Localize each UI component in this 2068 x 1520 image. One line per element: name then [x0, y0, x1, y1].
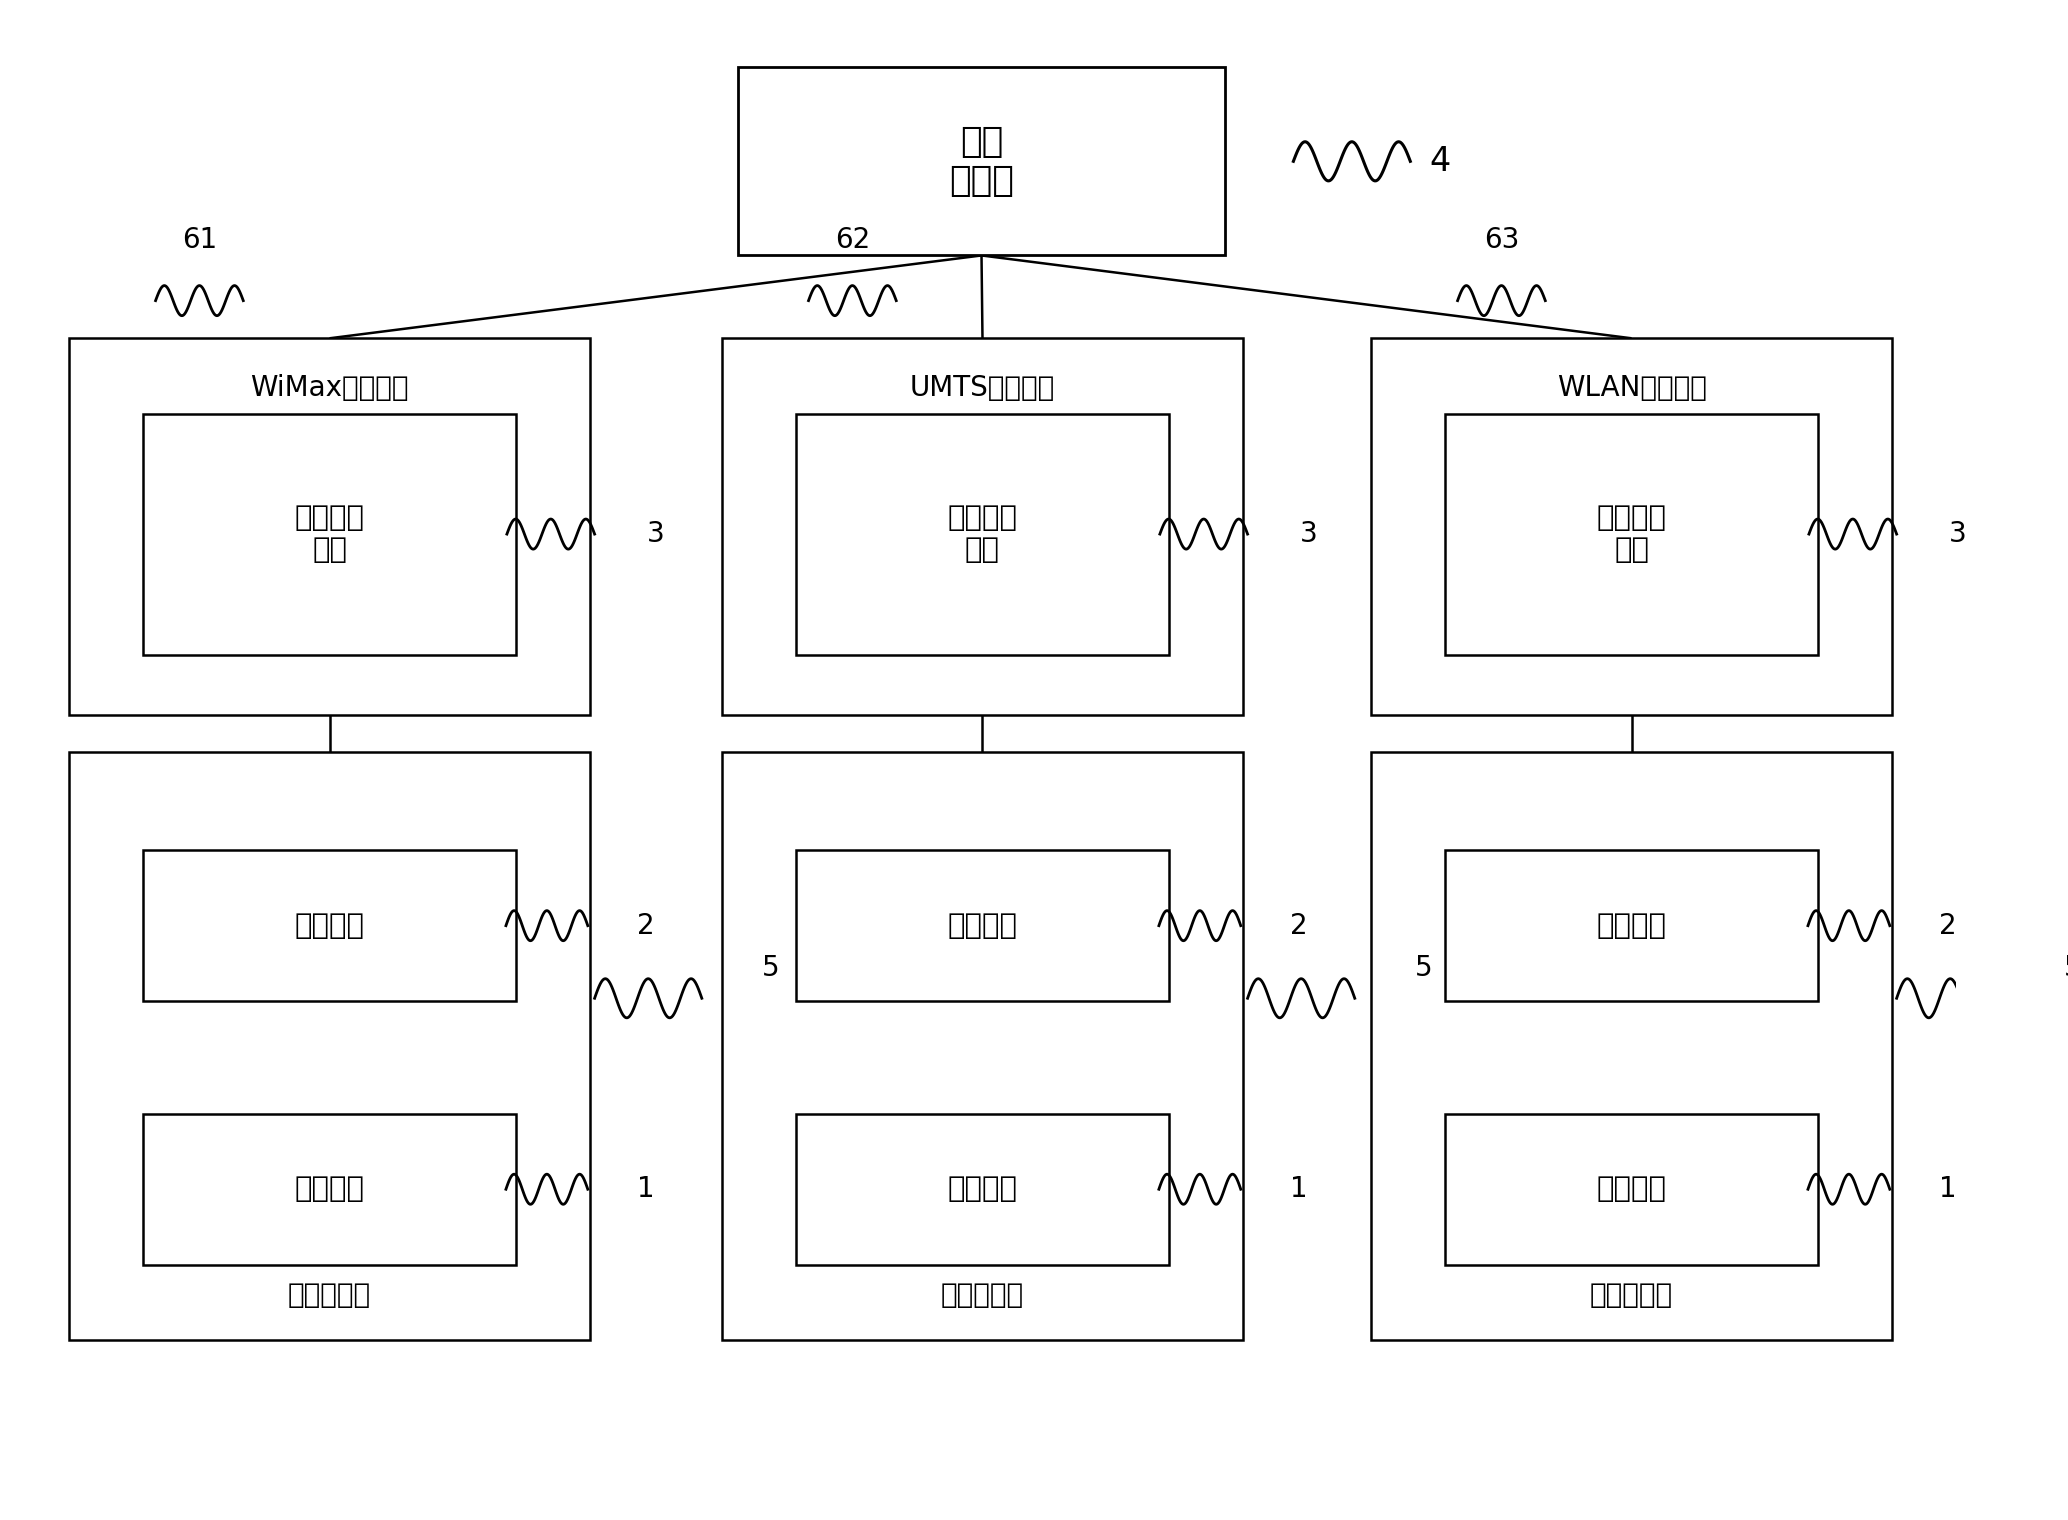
- Bar: [1371, 339, 1892, 714]
- Text: 探测模块: 探测模块: [1596, 1175, 1667, 1204]
- Text: 3: 3: [1301, 520, 1317, 549]
- Bar: [722, 339, 1243, 714]
- Text: 探测模块: 探测模块: [294, 1175, 364, 1204]
- Bar: [143, 413, 515, 655]
- Bar: [1371, 752, 1892, 1339]
- Text: 信息收发
模块: 信息收发 模块: [1596, 505, 1667, 564]
- Text: 执行模块: 执行模块: [294, 912, 364, 939]
- Bar: [738, 67, 1224, 255]
- Text: 执行模块: 执行模块: [1596, 912, 1667, 939]
- Bar: [143, 1114, 515, 1265]
- Text: 信息收发
模块: 信息收发 模块: [294, 505, 364, 564]
- Text: 5: 5: [1415, 955, 1433, 982]
- Bar: [1446, 413, 1818, 655]
- Text: 2: 2: [637, 912, 656, 939]
- Text: WiMax接入设备: WiMax接入设备: [250, 374, 409, 401]
- Bar: [722, 752, 1243, 1339]
- Bar: [70, 339, 589, 714]
- Text: 终端侧设备: 终端侧设备: [1590, 1281, 1673, 1309]
- Text: 终端侧设备: 终端侧设备: [287, 1281, 370, 1309]
- Text: 3: 3: [1950, 520, 1967, 549]
- Text: 5: 5: [763, 955, 780, 982]
- Text: 2: 2: [1290, 912, 1309, 939]
- Text: 1: 1: [1940, 1175, 1956, 1204]
- Text: 61: 61: [182, 226, 217, 254]
- Text: 探测模块: 探测模块: [947, 1175, 1017, 1204]
- Text: 1: 1: [1290, 1175, 1309, 1204]
- Bar: [1446, 850, 1818, 1002]
- Text: 1: 1: [637, 1175, 656, 1204]
- Text: 2: 2: [1940, 912, 1956, 939]
- Bar: [70, 752, 589, 1339]
- Bar: [1446, 1114, 1818, 1265]
- Text: 63: 63: [1483, 226, 1520, 254]
- Text: 62: 62: [835, 226, 871, 254]
- Text: UMTS接入设备: UMTS接入设备: [910, 374, 1055, 401]
- Text: 信息收发
模块: 信息收发 模块: [947, 505, 1017, 564]
- Bar: [796, 413, 1168, 655]
- Bar: [796, 850, 1168, 1002]
- Bar: [143, 850, 515, 1002]
- Text: WLAN接入设备: WLAN接入设备: [1557, 374, 1706, 401]
- Text: 执行模块: 执行模块: [947, 912, 1017, 939]
- Text: 3: 3: [647, 520, 666, 549]
- Text: 5: 5: [2064, 955, 2068, 982]
- Text: 终端侧设备: 终端侧设备: [941, 1281, 1024, 1309]
- Text: 4: 4: [1429, 144, 1450, 178]
- Bar: [796, 1114, 1168, 1265]
- Text: 决策
服务器: 决策 服务器: [949, 125, 1013, 198]
